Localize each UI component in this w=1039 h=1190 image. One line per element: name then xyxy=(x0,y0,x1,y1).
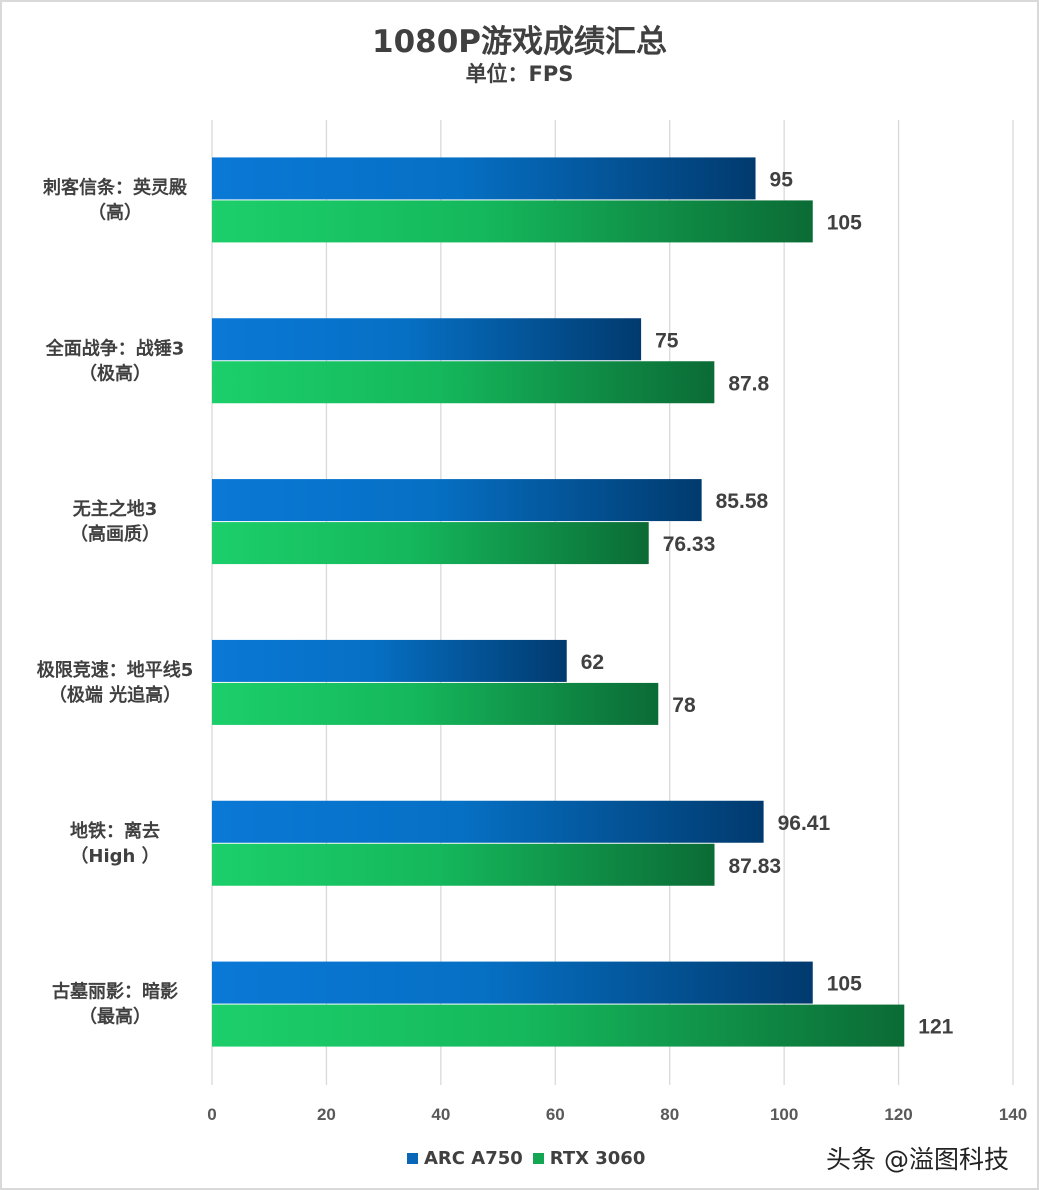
data-label: 75 xyxy=(655,329,679,352)
data-label: 96.41 xyxy=(778,812,831,835)
category-label: （极端 光追高） xyxy=(49,684,181,706)
bar-rtx-3060 xyxy=(212,361,715,404)
bar-rtx-3060 xyxy=(212,682,659,725)
legend: ARC A750 RTX 3060 xyxy=(407,1148,645,1169)
legend-label-rtx-3060: RTX 3060 xyxy=(549,1148,646,1169)
bar-arc-a750 xyxy=(212,157,756,200)
data-label: 76.33 xyxy=(663,533,716,556)
category-label: （High ） xyxy=(70,846,159,867)
category-label: 地铁：离去 xyxy=(70,820,160,842)
bar-arc-a750 xyxy=(212,961,813,1004)
chart-subtitle: 单位：FPS xyxy=(465,62,574,86)
x-tick-label: 120 xyxy=(884,1105,912,1124)
data-label: 62 xyxy=(581,651,604,674)
x-tick-label: 80 xyxy=(660,1105,679,1124)
bar-rtx-3060 xyxy=(212,843,715,886)
legend-label-arc-a750: ARC A750 xyxy=(424,1148,523,1169)
legend-swatch-rtx-3060 xyxy=(532,1153,544,1164)
data-label: 78 xyxy=(672,694,696,717)
bar-rtx-3060 xyxy=(212,1004,905,1047)
x-tick-label: 100 xyxy=(770,1105,798,1124)
data-label: 87.83 xyxy=(729,855,782,878)
category-label: （高） xyxy=(88,201,142,223)
category-label: 全面战争：战锤3 xyxy=(45,337,185,359)
category-label: （最高） xyxy=(79,1006,151,1028)
bar-arc-a750 xyxy=(212,639,567,682)
data-label: 105 xyxy=(827,211,862,234)
x-tick-label: 60 xyxy=(546,1105,565,1124)
data-label: 85.58 xyxy=(716,490,769,513)
category-label: 无主之地3 xyxy=(73,498,158,520)
category-label: 刺客信条：英灵殿 xyxy=(43,176,188,198)
watermark: 头条 @溢图科技 xyxy=(826,1145,1009,1174)
x-tick-label: 0 xyxy=(207,1105,216,1124)
bar-arc-a750 xyxy=(212,479,702,522)
data-label: 121 xyxy=(918,1016,953,1039)
category-label: （极高） xyxy=(79,362,151,384)
x-tick-label: 140 xyxy=(999,1105,1027,1124)
category-label: 极限竞速：地平线5 xyxy=(37,659,194,681)
bar-rtx-3060 xyxy=(212,200,813,243)
bar-arc-a750 xyxy=(212,318,642,361)
bar-rtx-3060 xyxy=(212,522,649,565)
x-tick-label: 20 xyxy=(317,1105,336,1124)
data-label: 105 xyxy=(827,973,862,996)
legend-swatch-arc-a750 xyxy=(407,1153,418,1164)
data-label: 87.8 xyxy=(728,372,769,395)
data-label: 95 xyxy=(770,168,794,191)
bar-arc-a750 xyxy=(212,800,764,843)
category-label: 古墓丽影：暗影 xyxy=(52,981,178,1003)
chart-title: 1080P游戏成绩汇总 xyxy=(372,24,667,60)
x-tick-label: 40 xyxy=(431,1105,450,1124)
category-label: （高画质） xyxy=(70,523,160,545)
